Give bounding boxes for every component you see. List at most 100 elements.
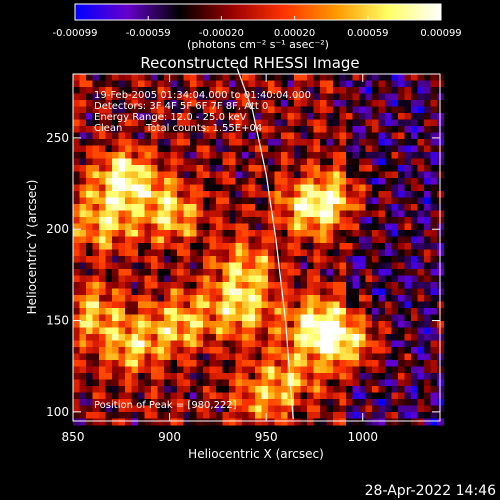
heatmap-cell — [313, 373, 321, 380]
heatmap-cell — [112, 217, 119, 224]
heatmap-cell — [86, 256, 93, 263]
heatmap-cell — [235, 230, 243, 237]
heatmap-cell — [183, 295, 191, 302]
heatmap-cell — [281, 334, 288, 341]
heatmap-cell — [404, 100, 412, 107]
heatmap-cell — [177, 392, 184, 400]
heatmap-cell — [424, 139, 431, 146]
heatmap-cell — [125, 308, 132, 315]
heatmap-cell — [177, 204, 184, 211]
heatmap-cell — [274, 418, 282, 426]
heatmap-cell — [235, 197, 243, 205]
heatmap-cell — [378, 210, 386, 218]
heatmap-cell — [365, 353, 373, 361]
heatmap-cell — [300, 347, 308, 354]
heatmap-cell — [170, 327, 178, 335]
heatmap-cell — [320, 327, 327, 335]
heatmap-cell — [183, 158, 191, 166]
heatmap-cell — [164, 288, 171, 296]
heatmap-cell — [326, 334, 334, 341]
heatmap-cell — [125, 321, 132, 328]
heatmap-cell — [131, 399, 139, 406]
heatmap-cell — [99, 236, 106, 244]
heatmap-cell — [313, 145, 321, 153]
heatmap-cell — [320, 80, 327, 88]
heatmap-cell — [417, 282, 425, 289]
heatmap-cell — [411, 405, 418, 413]
heatmap-cell — [261, 210, 269, 218]
heatmap-cell — [404, 295, 412, 302]
heatmap-cell — [281, 360, 288, 367]
heatmap-cell — [99, 269, 106, 276]
info-time-range: 19-Feb-2005 01:34:04.000 to 01:40:04.000 — [94, 90, 311, 101]
heatmap-cell — [281, 275, 288, 283]
heatmap-cell — [86, 165, 93, 172]
heatmap-cell — [268, 282, 275, 289]
heatmap-cell — [248, 418, 256, 426]
heatmap-cell — [391, 327, 399, 335]
heatmap-cell — [339, 275, 347, 283]
heatmap-cell — [365, 295, 373, 302]
heatmap-cell — [86, 340, 93, 348]
heatmap-cell — [79, 165, 87, 172]
heatmap-cell — [378, 243, 386, 250]
heatmap-cell — [333, 113, 340, 120]
heatmap-cell — [378, 366, 386, 374]
heatmap-cell — [411, 230, 418, 237]
heatmap-cell — [216, 204, 223, 211]
heatmap-cell — [287, 295, 295, 302]
heatmap-cell — [255, 80, 262, 88]
heatmap-cell — [177, 373, 184, 380]
heatmap-cell — [391, 80, 399, 88]
heatmap-cell — [313, 347, 321, 354]
heatmap-cell — [209, 119, 217, 127]
heatmap-cell — [170, 74, 178, 81]
heatmap-cell — [216, 405, 223, 413]
heatmap-cell — [177, 256, 184, 263]
heatmap-cell — [203, 204, 210, 211]
heatmap-cell — [138, 197, 145, 205]
heatmap-cell — [157, 386, 165, 393]
heatmap-cell — [287, 353, 295, 361]
heatmap-cell — [138, 379, 145, 387]
heatmap-cell — [125, 236, 132, 244]
heatmap-cell — [300, 223, 308, 231]
heatmap-cell — [248, 184, 256, 192]
heatmap-cell — [320, 93, 327, 101]
heatmap-cell — [164, 223, 171, 231]
heatmap-cell — [430, 74, 438, 81]
heatmap-cell — [274, 340, 282, 348]
heatmap-cell — [372, 340, 379, 348]
heatmap-cell — [294, 412, 301, 419]
heatmap-cell — [105, 204, 113, 211]
heatmap-cell — [378, 171, 386, 179]
heatmap-cell — [196, 197, 204, 205]
heatmap-cell — [125, 256, 132, 263]
heatmap-cell — [320, 256, 327, 263]
heatmap-cell — [216, 379, 223, 387]
heatmap-cell — [157, 126, 165, 133]
heatmap-cell — [118, 145, 126, 153]
heatmap-cell — [411, 379, 418, 387]
heatmap-cell — [177, 197, 184, 205]
heatmap-cell — [216, 321, 223, 328]
heatmap-cell — [144, 386, 152, 393]
heatmap-cell — [73, 113, 80, 120]
heatmap-cell — [92, 113, 100, 120]
heatmap-cell — [177, 178, 184, 185]
heatmap-cell — [242, 288, 249, 296]
heatmap-cell — [359, 327, 366, 335]
heatmap-cell — [229, 275, 236, 283]
heatmap-cell — [313, 353, 321, 361]
heatmap-cell — [235, 334, 243, 341]
heatmap-cell — [151, 100, 158, 107]
heatmap-cell — [294, 106, 301, 114]
heatmap-cell — [274, 321, 282, 328]
heatmap-cell — [216, 353, 223, 361]
heatmap-cell — [398, 223, 405, 231]
heatmap-cell — [391, 392, 399, 400]
heatmap-cell — [326, 412, 334, 419]
heatmap-cell — [118, 386, 126, 393]
heatmap-cell — [346, 412, 353, 419]
heatmap-cell — [339, 80, 347, 88]
